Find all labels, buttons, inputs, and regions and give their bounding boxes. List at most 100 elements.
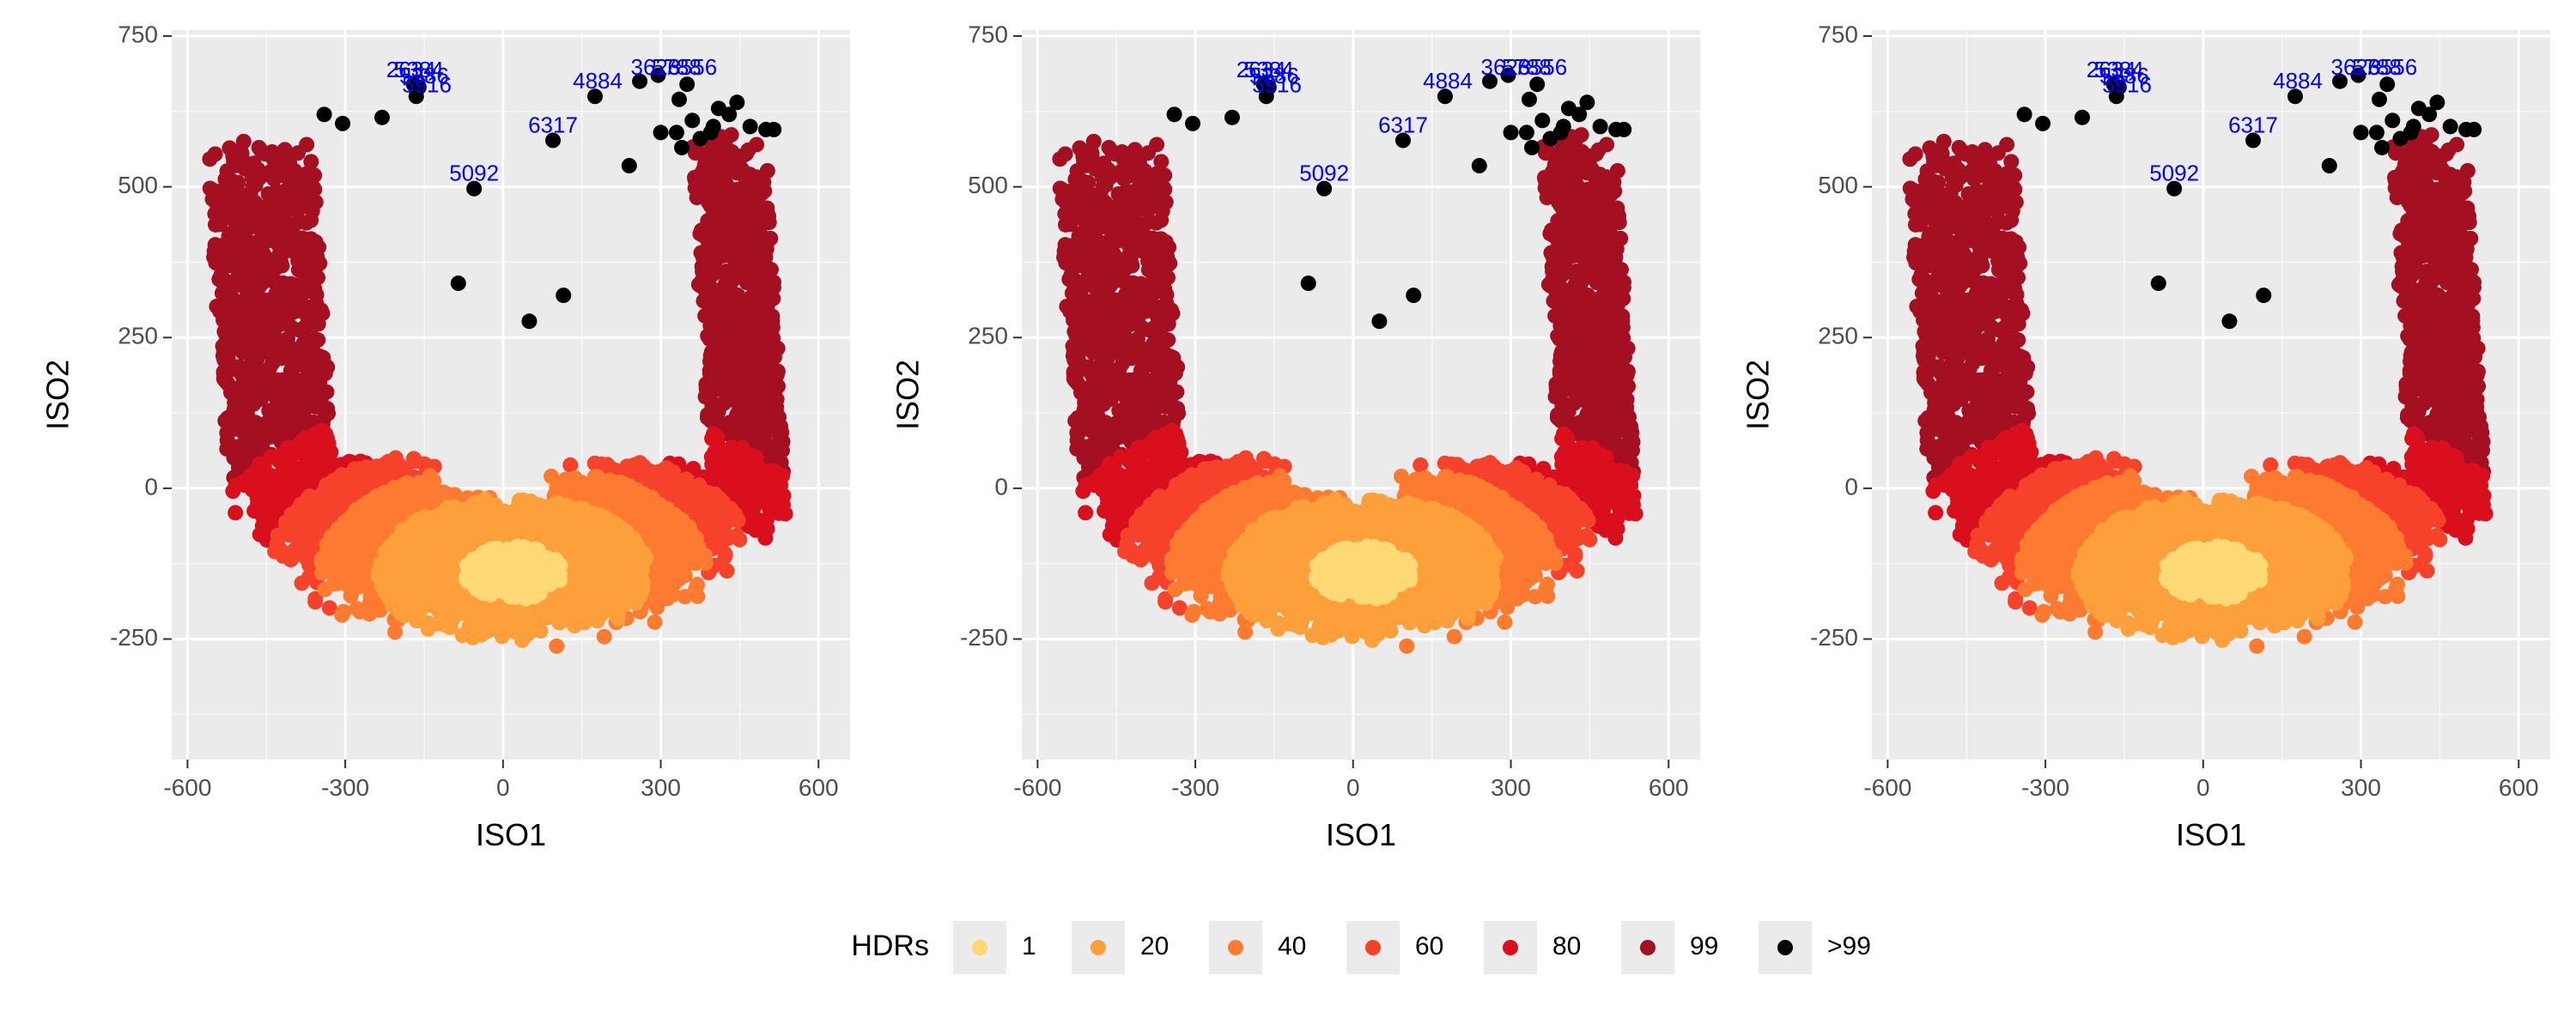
- data-point: [744, 477, 761, 494]
- data-point: [690, 547, 707, 563]
- data-point: [361, 596, 378, 612]
- data-point: [732, 312, 748, 329]
- data-point: [571, 552, 587, 568]
- data-point: [753, 399, 769, 415]
- data-point: [331, 542, 348, 558]
- data-point: [726, 156, 743, 173]
- data-point: [297, 433, 313, 450]
- data-point: [756, 280, 773, 296]
- data-point: [370, 509, 386, 525]
- data-point: [313, 429, 330, 445]
- data-point: [751, 204, 768, 221]
- data-point: [423, 551, 440, 567]
- data-point: [692, 278, 708, 294]
- data-point: [282, 191, 298, 207]
- data-point: [753, 227, 769, 243]
- data-point: [206, 249, 222, 265]
- data-point: [277, 457, 294, 473]
- data-point: [410, 539, 427, 555]
- data-point: [758, 494, 775, 510]
- data-point: [290, 348, 307, 365]
- data-point: [309, 249, 325, 265]
- data-point: [343, 467, 359, 483]
- data-point: [252, 241, 268, 258]
- data-point: [609, 524, 625, 541]
- data-point: [747, 314, 763, 330]
- data-point: [711, 310, 727, 326]
- data-point: [404, 570, 420, 586]
- data-point: [219, 432, 235, 448]
- data-point: [676, 560, 692, 576]
- data-point: [653, 473, 669, 489]
- data-point: [222, 283, 239, 300]
- data-point: [707, 324, 723, 341]
- data-point: [441, 504, 458, 520]
- data-point: [603, 560, 619, 576]
- data-point: [258, 415, 275, 431]
- data-point: [727, 472, 744, 488]
- data-point: [741, 417, 757, 433]
- data-point: [234, 145, 250, 161]
- data-point: [289, 543, 305, 560]
- data-point: [278, 311, 295, 327]
- data-point: [289, 203, 306, 220]
- data-point: [336, 603, 352, 620]
- data-point: [629, 561, 646, 578]
- data-point: [752, 245, 769, 261]
- data-point: [391, 557, 407, 573]
- data-point: [244, 386, 260, 403]
- data-point: [270, 372, 287, 388]
- data-point: [571, 514, 587, 530]
- data-point: [769, 448, 786, 464]
- data-point: [617, 549, 634, 566]
- data-point: [253, 215, 270, 231]
- data-point: [720, 381, 737, 397]
- data-point: [704, 361, 720, 378]
- data-point: [303, 154, 319, 170]
- data-point: [721, 242, 738, 258]
- density-points: [202, 127, 793, 654]
- data-point: [210, 202, 227, 218]
- panels: 2634538453865916509263174884362357886556…: [40, 21, 2550, 852]
- data-point: [369, 524, 386, 541]
- data-point: [202, 151, 218, 167]
- data-point: [477, 497, 493, 513]
- data-point: [723, 500, 739, 517]
- data-point: [446, 518, 462, 534]
- data-point: [764, 308, 781, 324]
- data-point: [704, 506, 720, 522]
- data-point: [261, 468, 277, 484]
- data-point: [405, 585, 422, 602]
- data-point: [562, 537, 579, 554]
- data-point: [312, 303, 328, 319]
- data-point: [418, 576, 434, 592]
- data-point: [289, 503, 305, 519]
- data-point: [609, 593, 625, 609]
- data-point: [217, 171, 234, 187]
- data-point: [249, 287, 265, 303]
- data-point: [592, 597, 609, 613]
- data-point: [587, 579, 604, 596]
- data-point: [318, 561, 334, 578]
- data-point: [769, 379, 785, 396]
- data-point: [714, 227, 730, 243]
- data-point: [308, 445, 325, 461]
- data-point: [469, 511, 485, 527]
- data-point: [265, 229, 282, 245]
- data-point: [338, 567, 355, 584]
- data-point: [270, 485, 286, 501]
- data-point: [732, 224, 749, 240]
- data-point: [668, 547, 684, 563]
- data-point: [270, 277, 286, 294]
- data-point: [288, 298, 304, 314]
- data-point: [258, 362, 274, 379]
- data-point: [305, 512, 321, 529]
- data-point: [346, 541, 362, 557]
- data-point: [623, 505, 639, 521]
- data-point: [626, 588, 642, 604]
- data-point: [770, 433, 787, 450]
- data-point: [713, 285, 729, 301]
- data-point: [440, 602, 456, 618]
- data-point: [705, 396, 721, 412]
- data-point: [210, 215, 227, 232]
